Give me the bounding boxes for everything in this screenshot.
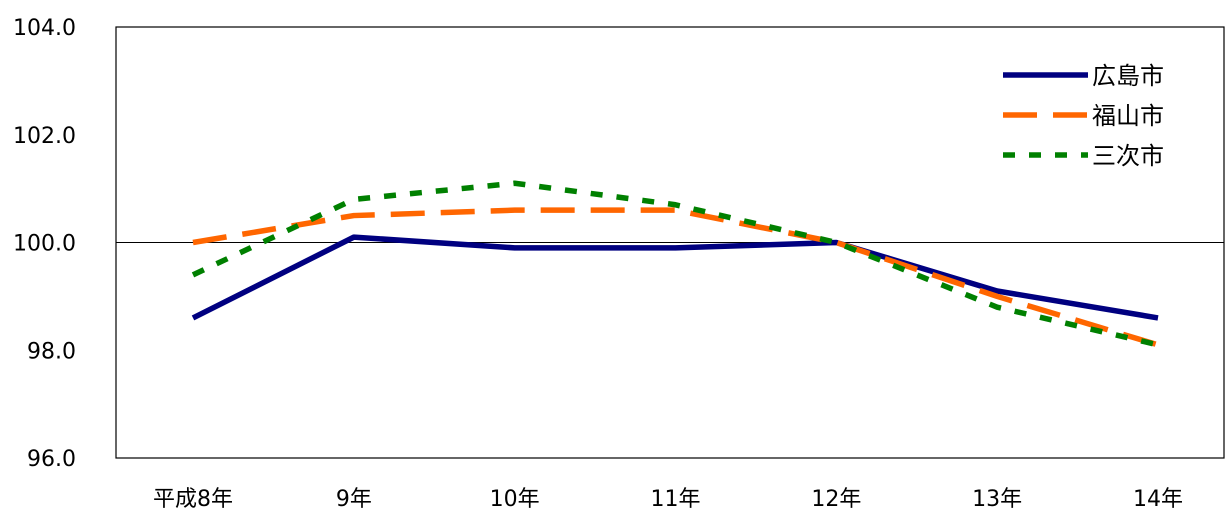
legend-label: 三次市 — [1092, 142, 1164, 170]
x-tick-label: 11年 — [651, 487, 701, 512]
legend-label: 広島市 — [1092, 62, 1164, 90]
y-axis-ticks: 104.0 102.0 100.0 98.0 96.0 — [13, 16, 76, 472]
x-tick-label: 10年 — [490, 487, 540, 512]
y-tick-label: 104.0 — [13, 16, 76, 41]
series-layer — [191, 180, 1159, 348]
x-tick-label: 12年 — [811, 487, 861, 512]
y-tick-label: 102.0 — [13, 124, 76, 149]
y-tick-label: 100.0 — [13, 232, 76, 257]
x-tick-label: 14年 — [1133, 487, 1183, 512]
series-line-2 — [192, 207, 1159, 348]
x-tick-label: 13年 — [972, 487, 1022, 512]
series-line-3 — [191, 180, 1159, 348]
x-axis-ticks: 平成8年 9年 10年 11年 12年 13年 14年 — [153, 487, 1183, 512]
y-tick-label: 96.0 — [27, 447, 76, 472]
series-line-1 — [191, 234, 1159, 321]
y-tick-label: 98.0 — [27, 339, 76, 364]
x-tick-label: 9年 — [336, 487, 372, 512]
x-tick-label: 平成8年 — [153, 487, 233, 512]
legend-label: 福山市 — [1092, 102, 1164, 130]
